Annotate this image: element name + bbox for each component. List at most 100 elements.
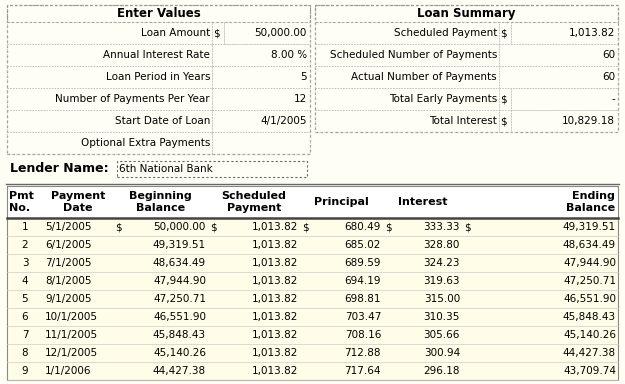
Text: 5: 5: [22, 294, 28, 304]
Text: Optional Extra Payments: Optional Extra Payments: [81, 138, 210, 148]
Text: 47,250.71: 47,250.71: [153, 294, 206, 304]
Text: Total Interest: Total Interest: [429, 116, 497, 126]
Bar: [7, 290, 618, 308]
Bar: [212, 66, 310, 88]
Text: 46,551.90: 46,551.90: [563, 294, 616, 304]
Bar: [315, 44, 499, 66]
Text: 8: 8: [22, 348, 28, 358]
Text: Principal: Principal: [314, 197, 369, 207]
Text: 5: 5: [301, 72, 307, 82]
Bar: [7, 308, 618, 326]
Text: Beginning: Beginning: [129, 191, 192, 201]
Text: $: $: [464, 222, 471, 232]
Text: 43,709.74: 43,709.74: [563, 366, 616, 376]
Text: $: $: [500, 116, 507, 126]
Text: -: -: [611, 94, 615, 104]
Text: Balance: Balance: [566, 203, 615, 213]
Text: $: $: [115, 222, 122, 232]
Text: 3: 3: [22, 258, 28, 268]
Text: 7/1/2005: 7/1/2005: [45, 258, 91, 268]
Text: 47,250.71: 47,250.71: [563, 276, 616, 286]
Text: 698.81: 698.81: [344, 294, 381, 304]
Text: 305.66: 305.66: [424, 330, 460, 340]
Bar: [7, 66, 212, 88]
Bar: [7, 186, 618, 218]
Text: 717.64: 717.64: [344, 366, 381, 376]
Text: 10/1/2005: 10/1/2005: [45, 312, 98, 322]
Bar: [511, 88, 618, 110]
Text: 689.59: 689.59: [344, 258, 381, 268]
Text: 1,013.82: 1,013.82: [252, 366, 298, 376]
Bar: [7, 132, 212, 154]
Text: 1,013.82: 1,013.82: [252, 258, 298, 268]
Text: 4/1/2005: 4/1/2005: [261, 116, 307, 126]
Text: 315.00: 315.00: [424, 294, 460, 304]
Text: 1,013.82: 1,013.82: [569, 28, 615, 38]
Text: 7: 7: [22, 330, 28, 340]
Text: 50,000.00: 50,000.00: [154, 222, 206, 232]
Text: Payment: Payment: [227, 203, 281, 213]
Text: 47,944.90: 47,944.90: [153, 276, 206, 286]
Text: 2: 2: [22, 240, 28, 250]
Bar: [212, 22, 224, 44]
Text: 1,013.82: 1,013.82: [252, 312, 298, 322]
Text: 60: 60: [602, 72, 615, 82]
Bar: [499, 44, 618, 66]
Text: 6th National Bank: 6th National Bank: [119, 164, 212, 174]
Text: Scheduled Number of Payments: Scheduled Number of Payments: [329, 50, 497, 60]
Bar: [7, 110, 212, 132]
Text: 45,140.26: 45,140.26: [563, 330, 616, 340]
Bar: [7, 326, 618, 344]
Text: 1: 1: [22, 222, 28, 232]
Text: Payment: Payment: [51, 191, 105, 201]
Text: $: $: [210, 222, 217, 232]
Text: 45,140.26: 45,140.26: [153, 348, 206, 358]
Text: 12/1/2005: 12/1/2005: [45, 348, 98, 358]
Text: 685.02: 685.02: [344, 240, 381, 250]
Bar: [315, 110, 499, 132]
Text: 45,848.43: 45,848.43: [153, 330, 206, 340]
Text: Interest: Interest: [398, 197, 448, 207]
Bar: [212, 132, 310, 154]
Bar: [7, 44, 212, 66]
Text: 296.18: 296.18: [424, 366, 460, 376]
Bar: [315, 5, 618, 22]
Text: 712.88: 712.88: [344, 348, 381, 358]
Bar: [315, 22, 499, 44]
Bar: [7, 254, 618, 272]
Text: 60: 60: [602, 50, 615, 60]
Bar: [499, 66, 618, 88]
Text: $: $: [385, 222, 392, 232]
Bar: [315, 66, 499, 88]
Bar: [224, 22, 310, 44]
Text: Scheduled Payment: Scheduled Payment: [394, 28, 497, 38]
Text: 694.19: 694.19: [344, 276, 381, 286]
Text: 49,319.51: 49,319.51: [563, 222, 616, 232]
Bar: [212, 44, 310, 66]
Text: Balance: Balance: [136, 203, 185, 213]
Bar: [7, 236, 618, 254]
Text: 1,013.82: 1,013.82: [252, 276, 298, 286]
Bar: [7, 362, 618, 380]
Bar: [212, 110, 310, 132]
Text: 8.00 %: 8.00 %: [271, 50, 307, 60]
Bar: [117, 161, 307, 177]
Bar: [7, 218, 618, 236]
Text: 703.47: 703.47: [344, 312, 381, 322]
Bar: [7, 88, 212, 110]
Text: 708.16: 708.16: [344, 330, 381, 340]
Text: 44,427.38: 44,427.38: [153, 366, 206, 376]
Text: 333.33: 333.33: [424, 222, 460, 232]
Text: 324.23: 324.23: [424, 258, 460, 268]
Text: 45,848.43: 45,848.43: [563, 312, 616, 322]
Text: Enter Values: Enter Values: [117, 7, 201, 20]
Text: 9/1/2005: 9/1/2005: [45, 294, 91, 304]
Bar: [315, 88, 499, 110]
Bar: [7, 5, 310, 22]
Bar: [511, 110, 618, 132]
Bar: [7, 344, 618, 362]
Text: Pmt: Pmt: [9, 191, 34, 201]
Text: $: $: [213, 28, 219, 38]
Text: 5/1/2005: 5/1/2005: [45, 222, 91, 232]
Text: 8/1/2005: 8/1/2005: [45, 276, 91, 286]
